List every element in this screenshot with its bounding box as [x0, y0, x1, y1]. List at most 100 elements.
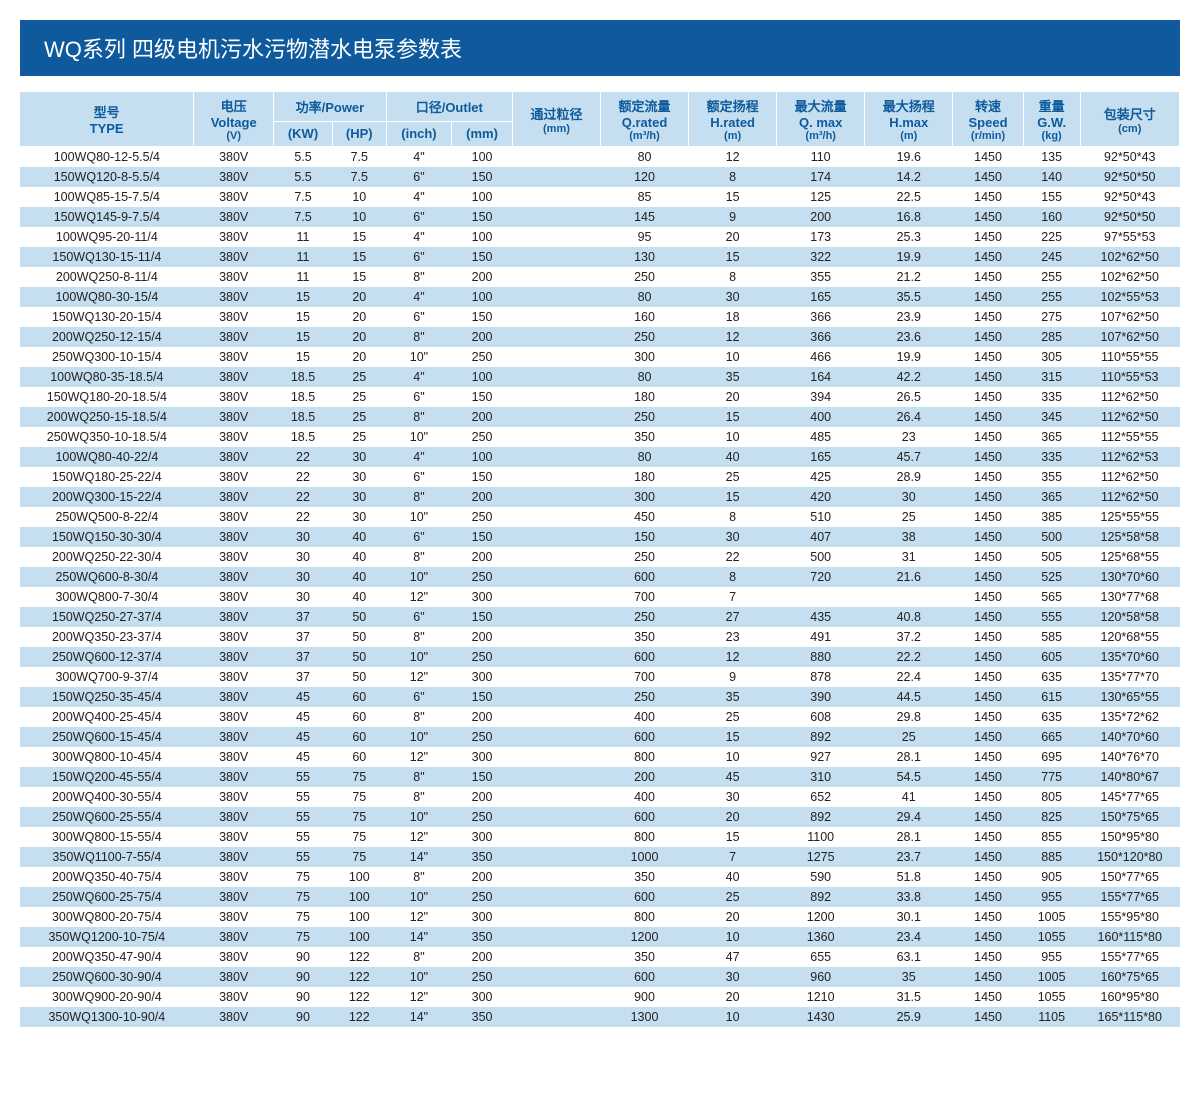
cell-part — [512, 927, 600, 947]
cell-gw: 585 — [1023, 627, 1080, 647]
cell-pkg: 102*62*50 — [1080, 247, 1179, 267]
cell-sp: 1450 — [953, 727, 1023, 747]
cell-kw: 45 — [274, 747, 333, 767]
cell-mm: 250 — [452, 727, 513, 747]
cell-gw: 335 — [1023, 447, 1080, 467]
cell-inch: 6" — [386, 467, 452, 487]
cell-mm: 100 — [452, 287, 513, 307]
cell-pkg: 140*70*60 — [1080, 727, 1179, 747]
cell-hr: 35 — [689, 687, 777, 707]
cell-type: 150WQ250-27-37/4 — [20, 607, 194, 627]
cell-pkg: 120*68*55 — [1080, 627, 1179, 647]
table-row: 200WQ400-25-45/4380V45608"2004002560829.… — [20, 707, 1180, 727]
cell-hr: 7 — [689, 587, 777, 607]
cell-qm: 355 — [777, 267, 865, 287]
cell-part — [512, 987, 600, 1007]
table-row: 300WQ800-10-45/4380V456012"3008001092728… — [20, 747, 1180, 767]
cell-qr: 350 — [600, 627, 688, 647]
spec-table: 型号 TYPE 电压 Voltage (V) 功率/Power 口径/Outle… — [20, 92, 1180, 1027]
cell-kw: 90 — [274, 1007, 333, 1027]
cell-hp: 122 — [332, 1007, 386, 1027]
cell-qr: 180 — [600, 467, 688, 487]
cell-kw: 18.5 — [274, 427, 333, 447]
cell-qr: 1200 — [600, 927, 688, 947]
table-row: 250WQ300-10-15/4380V152010"2503001046619… — [20, 347, 1180, 367]
cell-type: 300WQ800-20-75/4 — [20, 907, 194, 927]
cell-hp: 60 — [332, 687, 386, 707]
cell-kw: 45 — [274, 687, 333, 707]
cell-sp: 1450 — [953, 627, 1023, 647]
cell-hm: 45.7 — [865, 447, 953, 467]
cell-qr: 600 — [600, 727, 688, 747]
cell-qr: 600 — [600, 567, 688, 587]
table-row: 150WQ120-8-5.5/4380V5.57.56"150120817414… — [20, 167, 1180, 187]
cell-inch: 8" — [386, 407, 452, 427]
cell-inch: 10" — [386, 507, 452, 527]
cell-qr: 80 — [600, 287, 688, 307]
cell-part — [512, 627, 600, 647]
cell-sp: 1450 — [953, 867, 1023, 887]
cell-part — [512, 427, 600, 447]
cell-qr: 350 — [600, 427, 688, 447]
cell-hr: 20 — [689, 907, 777, 927]
cell-v: 380V — [194, 867, 274, 887]
cell-inch: 10" — [386, 567, 452, 587]
cell-v: 380V — [194, 267, 274, 287]
cell-kw: 45 — [274, 707, 333, 727]
cell-hr: 18 — [689, 307, 777, 327]
cell-gw: 365 — [1023, 427, 1080, 447]
col-power: 功率/Power — [274, 92, 387, 121]
cell-hp: 20 — [332, 287, 386, 307]
col-qmax-unit: (m³/h) — [783, 130, 858, 142]
cell-hr: 40 — [689, 867, 777, 887]
cell-hp: 75 — [332, 767, 386, 787]
col-hmax: 最大扬程 H.max (m) — [865, 92, 953, 147]
cell-hp: 30 — [332, 467, 386, 487]
cell-qr: 350 — [600, 947, 688, 967]
col-speed-zh: 转速 — [959, 96, 1016, 115]
cell-hm: 23.9 — [865, 307, 953, 327]
cell-gw: 635 — [1023, 667, 1080, 687]
table-row: 200WQ250-22-30/4380V30408"20025022500311… — [20, 547, 1180, 567]
cell-mm: 150 — [452, 467, 513, 487]
table-row: 150WQ250-27-37/4380V37506"1502502743540.… — [20, 607, 1180, 627]
cell-mm: 150 — [452, 527, 513, 547]
cell-sp: 1450 — [953, 607, 1023, 627]
cell-gw: 805 — [1023, 787, 1080, 807]
cell-hr: 30 — [689, 287, 777, 307]
cell-mm: 350 — [452, 1007, 513, 1027]
cell-gw: 155 — [1023, 187, 1080, 207]
cell-kw: 75 — [274, 887, 333, 907]
cell-gw: 1055 — [1023, 927, 1080, 947]
cell-hm: 14.2 — [865, 167, 953, 187]
cell-hp: 50 — [332, 607, 386, 627]
cell-hp: 50 — [332, 627, 386, 647]
cell-pkg: 160*95*80 — [1080, 987, 1179, 1007]
cell-gw: 385 — [1023, 507, 1080, 527]
cell-qm: 878 — [777, 667, 865, 687]
cell-part — [512, 707, 600, 727]
cell-hr: 12 — [689, 147, 777, 168]
cell-kw: 18.5 — [274, 407, 333, 427]
cell-mm: 150 — [452, 247, 513, 267]
cell-hr: 25 — [689, 887, 777, 907]
cell-gw: 355 — [1023, 467, 1080, 487]
cell-v: 380V — [194, 527, 274, 547]
cell-gw: 605 — [1023, 647, 1080, 667]
cell-hm: 54.5 — [865, 767, 953, 787]
cell-v: 380V — [194, 887, 274, 907]
cell-kw: 75 — [274, 867, 333, 887]
cell-mm: 200 — [452, 487, 513, 507]
cell-gw: 135 — [1023, 147, 1080, 168]
cell-gw: 505 — [1023, 547, 1080, 567]
cell-part — [512, 327, 600, 347]
cell-qr: 700 — [600, 587, 688, 607]
cell-qr: 600 — [600, 967, 688, 987]
cell-gw: 285 — [1023, 327, 1080, 347]
cell-part — [512, 547, 600, 567]
cell-hp: 25 — [332, 367, 386, 387]
cell-gw: 315 — [1023, 367, 1080, 387]
cell-mm: 300 — [452, 907, 513, 927]
table-row: 200WQ300-15-22/4380V22308"20030015420301… — [20, 487, 1180, 507]
cell-qm: 407 — [777, 527, 865, 547]
